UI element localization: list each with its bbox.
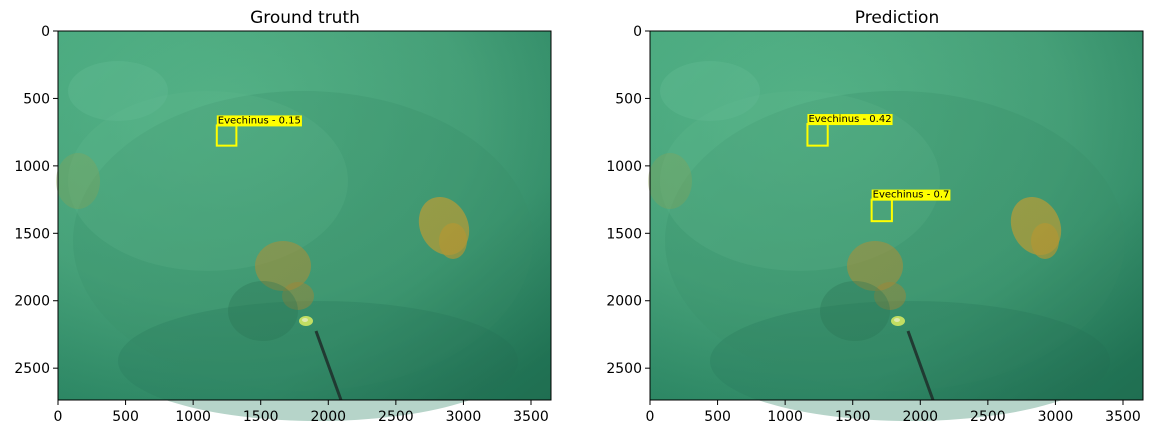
x-tick-label: 500 [704, 409, 731, 425]
y-tick-label: 0 [41, 24, 50, 40]
detection-label-background [807, 114, 893, 126]
x-tick-label: 1500 [243, 409, 279, 425]
y-tick-label: 2000 [14, 294, 50, 310]
x-tick-label: 3000 [446, 409, 482, 425]
y-tick-label: 2500 [14, 361, 50, 377]
x-tick-label: 1500 [835, 409, 871, 425]
x-tick-label: 1000 [767, 409, 803, 425]
x-tick-label: 2000 [310, 409, 346, 425]
y-tick-label: 1500 [14, 226, 50, 242]
x-tick-label: 3500 [513, 409, 549, 425]
x-tick-label: 3000 [1038, 409, 1074, 425]
axes-frame [57, 30, 552, 401]
x-tick-label: 2500 [378, 409, 414, 425]
image-prediction [646, 29, 1145, 423]
y-tick-label: 1000 [606, 159, 642, 175]
detection-label-background [871, 189, 951, 201]
panel-ground-truth: Ground truth 0 500 1000 1500 2000 2500 3000 350… [14, 8, 553, 425]
y-tick-label: 0 [633, 24, 642, 40]
x-tick-label: 0 [646, 409, 655, 425]
y-tick-label: 1500 [606, 226, 642, 242]
detection-box-label: Evechinus - 0.15 [218, 115, 301, 126]
title-ground-truth: Ground truth [250, 8, 360, 28]
panel-prediction: Prediction 0 500 1000 1500 2000 2500 3000 35000… [606, 8, 1145, 425]
x-tick-label: 500 [112, 409, 139, 425]
y-tick-label: 2000 [606, 294, 642, 310]
x-tick-label: 2500 [970, 409, 1006, 425]
detection-box-label: Evechinus - 0.42 [808, 114, 891, 125]
axes-ground-truth: 0 500 1000 1500 2000 2500 3000 3500 0 500 1000 1500… [14, 24, 552, 425]
axes-prediction: 0 500 1000 1500 2000 2500 3000 3500 0 500 1000 1500… [606, 24, 1144, 425]
y-tick-label: 2500 [606, 361, 642, 377]
y-tick-label: 500 [23, 91, 50, 107]
detection-box-label: Evechinus - 0.7 [873, 190, 950, 201]
y-tick-label: 500 [615, 91, 642, 107]
x-tick-label: 3500 [1105, 409, 1141, 425]
x-tick-label: 0 [54, 409, 63, 425]
axes-frame [649, 30, 1144, 401]
detection-label-background [216, 115, 302, 127]
x-tick-label: 1000 [175, 409, 211, 425]
y-tick-label: 1000 [14, 159, 50, 175]
image-ground-truth [54, 29, 553, 423]
title-prediction: Prediction [855, 8, 939, 28]
x-tick-label: 2000 [902, 409, 938, 425]
